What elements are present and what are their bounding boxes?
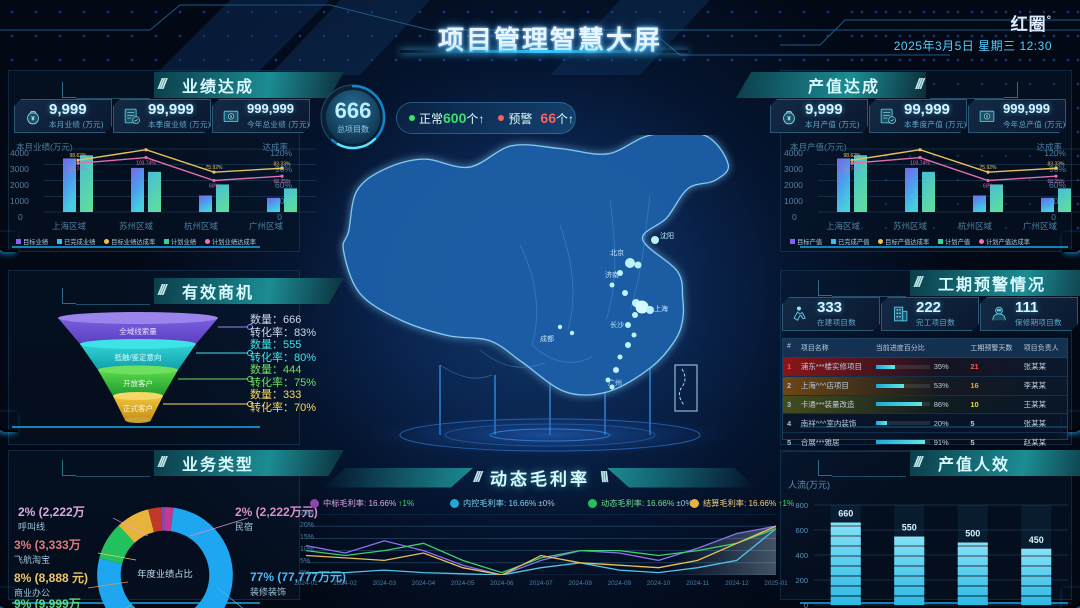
svg-text:北京: 北京 [610,248,624,257]
svg-text:长沙: 长沙 [610,320,624,329]
svg-text:118.62%: 118.62% [910,148,930,149]
svg-text:68.25%: 68.25% [1048,179,1066,185]
svg-text:¥: ¥ [31,115,35,122]
svg-text:500: 500 [965,529,980,539]
svg-text:400: 400 [795,551,808,560]
svg-text:550: 550 [902,522,917,532]
svg-text:正式客户: 正式客户 [123,403,153,413]
svg-text:年度业绩占比: 年度业绩占比 [137,568,193,579]
svg-text:上海: 上海 [654,304,668,313]
svg-text:660: 660 [838,509,853,519]
svg-text:75.92%: 75.92% [980,165,998,171]
svg-text:68.25%: 68.25% [274,179,292,185]
svg-text:全域线索量: 全域线索量 [119,326,157,336]
svg-text:92.74%: 92.74% [844,166,862,172]
svg-text:0: 0 [804,601,808,608]
svg-text:92.74%: 92.74% [70,166,88,172]
svg-text:沈阳: 沈阳 [660,231,674,240]
svg-text:开放客户: 开放客户 [123,378,153,388]
svg-text:83.33%: 83.33% [274,161,292,167]
svg-text:118.62%: 118.62% [136,148,156,149]
svg-text:98.62%: 98.62% [70,153,88,159]
svg-text:83.33%: 83.33% [1048,161,1066,167]
svg-text:抵触/鉴定意向: 抵触/鉴定意向 [114,352,161,362]
svg-text:60%: 60% [983,184,994,190]
svg-text:¥: ¥ [787,115,791,122]
svg-text:200: 200 [795,576,808,585]
svg-text:450: 450 [1029,535,1044,545]
svg-text:成都: 成都 [540,334,554,343]
svg-text:103.74%: 103.74% [136,161,156,167]
svg-text:60%: 60% [209,184,220,190]
svg-text:103.74%: 103.74% [910,161,930,167]
svg-text:广州: 广州 [608,378,622,387]
svg-text:800: 800 [795,501,808,510]
svg-text:98.62%: 98.62% [844,153,862,159]
svg-text:济南: 济南 [605,270,619,279]
svg-text:600: 600 [795,526,808,535]
svg-text:75.92%: 75.92% [206,165,224,171]
